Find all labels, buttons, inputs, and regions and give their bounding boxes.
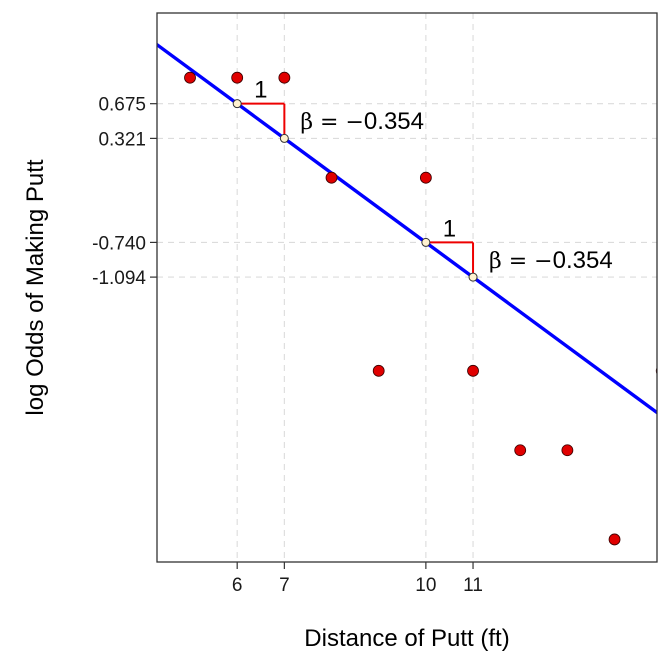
data-point — [514, 444, 527, 457]
beta-value: 0.354 — [553, 247, 613, 274]
beta-value: 0.354 — [364, 108, 424, 135]
data-points — [184, 71, 657, 546]
slope-beta-label: β = −0.354 — [300, 108, 424, 135]
x-axis-ticks: 6 7 10 11 — [232, 562, 483, 596]
beta-prefix: β = − — [489, 249, 553, 274]
slope-run-label: 1 — [254, 77, 267, 104]
y-tick-label: -0.740 — [92, 233, 146, 254]
slope-start-marker — [232, 99, 242, 109]
y-tick-label: -1.094 — [92, 268, 146, 289]
data-point — [184, 71, 196, 84]
slope-end-marker — [468, 272, 478, 282]
data-point — [325, 171, 338, 184]
x-tick-label: 11 — [463, 575, 483, 596]
slope-beta-label: β = −0.354 — [489, 247, 613, 274]
data-point — [655, 367, 657, 375]
data-point — [467, 364, 479, 377]
y-axis-title: log Odds of Making Putt — [22, 159, 49, 415]
data-point — [608, 533, 621, 546]
beta-prefix: β = − — [300, 110, 364, 135]
data-point — [278, 71, 291, 84]
y-tick-label: 0.675 — [98, 95, 146, 116]
slope-start-marker — [421, 237, 431, 247]
y-axis-ticks: 0.675 0.321 -0.740 -1.094 — [92, 95, 157, 289]
data-point — [372, 364, 385, 377]
fit-line-group — [157, 42, 657, 415]
data-point — [419, 171, 432, 184]
slope-run-label: 1 — [443, 215, 456, 242]
x-tick-label: 7 — [279, 575, 290, 596]
y-tick-label: 0.321 — [98, 129, 146, 150]
grid-lines — [157, 13, 657, 562]
plot-panel-border — [156, 12, 658, 563]
x-axis-title: Distance of Putt (ft) — [304, 625, 509, 652]
data-point — [561, 444, 574, 457]
data-point — [231, 71, 244, 84]
x-tick-label: 6 — [232, 575, 243, 596]
fit-line — [157, 42, 657, 415]
slope-end-marker — [279, 133, 289, 143]
x-tick-label: 10 — [415, 575, 436, 596]
